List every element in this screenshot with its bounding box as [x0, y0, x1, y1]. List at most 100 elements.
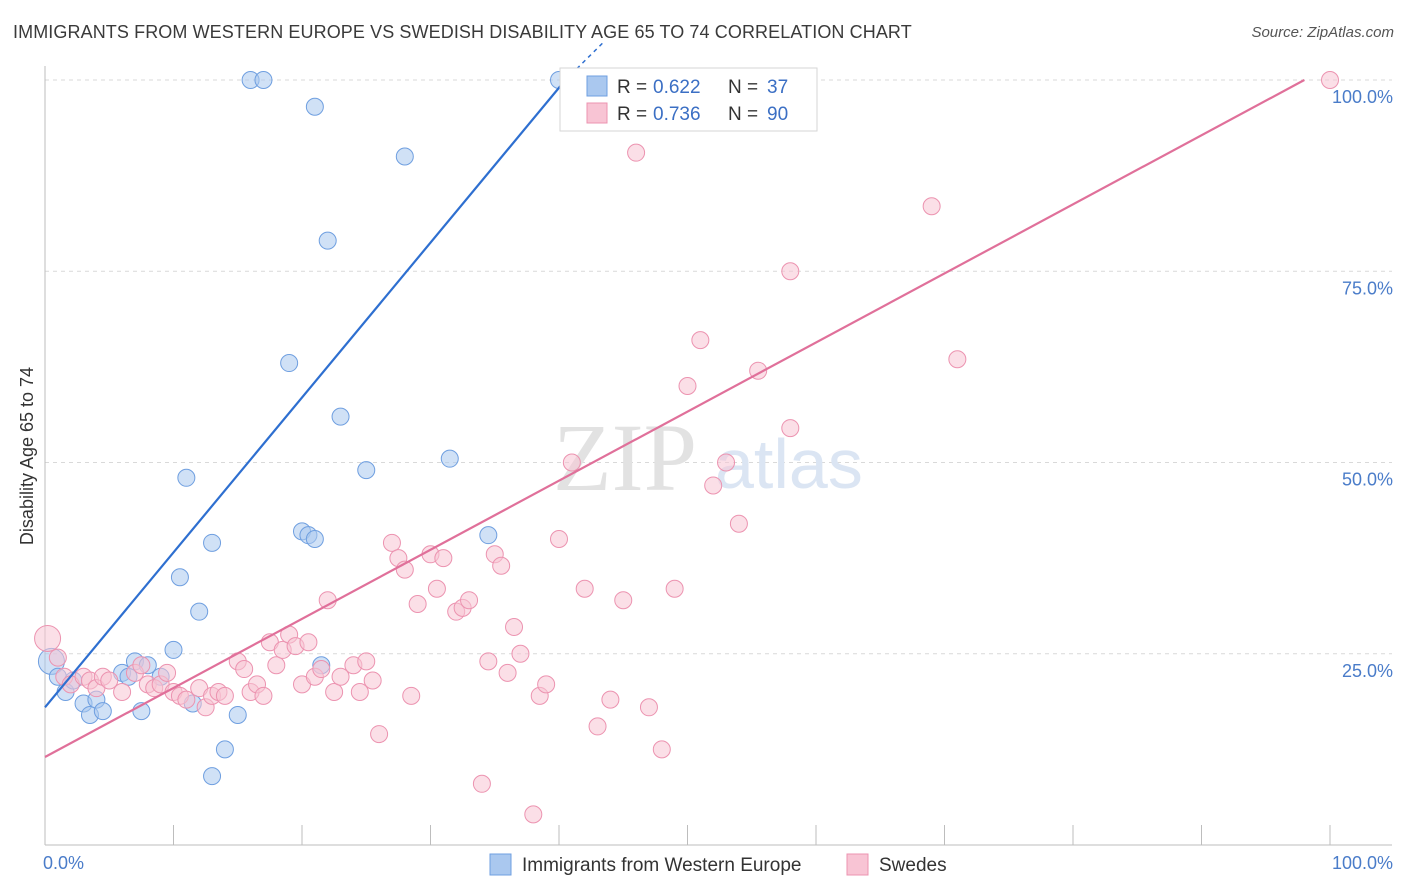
y-tick-label: 25.0%: [1342, 661, 1393, 681]
point-swedes: [350, 683, 369, 701]
x-tick-label: 0.0%: [43, 853, 84, 873]
point-swedes: [691, 331, 710, 350]
point-western-europe: [440, 449, 459, 468]
point-swedes: [472, 774, 491, 793]
point-western-europe: [479, 526, 498, 545]
axes: [44, 66, 1392, 846]
y-tick-label: 50.0%: [1342, 470, 1393, 490]
trend-line-western-europe: [44, 79, 567, 709]
point-swedes: [492, 556, 511, 575]
bottom-legend: Immigrants from Western Europe Swedes: [489, 853, 947, 876]
point-swedes: [267, 656, 286, 675]
point-swedes: [922, 197, 941, 216]
point-western-europe: [395, 147, 414, 166]
point-swedes: [1321, 71, 1339, 89]
point-swedes: [479, 652, 498, 671]
point-western-europe: [93, 702, 112, 721]
point-western-europe: [280, 354, 299, 373]
legend-r-value-blue: 0.622: [653, 77, 701, 98]
chart-source: Source: ZipAtlas.com: [1251, 24, 1394, 41]
point-swedes: [34, 624, 62, 652]
data-points: [34, 71, 1339, 824]
y-tick-label: 100.0%: [1332, 87, 1393, 107]
point-swedes: [408, 595, 427, 614]
point-western-europe: [228, 705, 247, 724]
point-swedes: [601, 690, 620, 709]
watermark: ZIP atlas: [553, 404, 863, 511]
trend-line-swedes: [44, 79, 1305, 758]
legend-n-label-blue: N =: [728, 77, 758, 98]
point-swedes: [357, 652, 376, 671]
tick-labels: 25.0% 50.0% 75.0% 100.0% 0.0% 100.0%: [43, 87, 1393, 873]
point-swedes: [511, 644, 530, 663]
point-swedes: [614, 591, 633, 610]
point-swedes: [588, 717, 607, 736]
point-swedes: [781, 419, 800, 438]
point-western-europe: [203, 767, 222, 786]
bottom-legend-label-pink: Swedes: [879, 855, 947, 876]
point-swedes: [524, 805, 543, 824]
point-western-europe: [215, 740, 234, 759]
point-swedes: [215, 686, 234, 705]
point-western-europe: [305, 97, 324, 116]
point-western-europe: [190, 602, 209, 621]
point-swedes: [331, 667, 350, 686]
legend-n-label-pink: N =: [728, 104, 758, 125]
point-western-europe: [318, 231, 337, 250]
point-swedes: [704, 476, 723, 495]
point-swedes: [498, 663, 517, 682]
point-western-europe: [164, 640, 183, 659]
grid-lines: [45, 79, 1392, 655]
point-swedes: [627, 143, 646, 162]
point-swedes: [299, 633, 318, 652]
point-swedes: [665, 579, 684, 598]
point-swedes: [781, 262, 800, 281]
point-western-europe: [203, 533, 222, 552]
point-swedes: [48, 648, 67, 667]
bottom-legend-swatch-blue: [489, 853, 512, 876]
point-swedes: [113, 683, 132, 701]
legend-n-value-blue: 37: [767, 77, 788, 98]
legend-n-value-pink: 90: [767, 104, 788, 125]
point-western-europe: [177, 468, 196, 487]
top-legend: R = 0.622 N = 37 R = 0.736 N = 90: [559, 67, 818, 132]
legend-r-value-pink: 0.736: [653, 104, 701, 125]
point-swedes: [562, 453, 581, 472]
point-swedes: [537, 675, 556, 694]
y-tick-label: 75.0%: [1342, 278, 1393, 298]
point-swedes: [550, 530, 568, 548]
legend-swatch-blue: [586, 75, 608, 97]
legend-r-label-blue: R =: [617, 77, 647, 98]
point-swedes: [235, 660, 254, 679]
point-swedes: [363, 671, 382, 690]
point-swedes: [575, 579, 594, 598]
watermark-atlas: atlas: [715, 425, 863, 503]
trend-lines: [44, 41, 1305, 758]
y-axis-title: Disability Age 65 to 74: [17, 367, 37, 545]
point-swedes: [639, 698, 658, 717]
point-swedes: [132, 656, 151, 675]
point-western-europe: [305, 530, 324, 548]
point-swedes: [729, 514, 748, 533]
point-swedes: [717, 453, 736, 472]
point-swedes: [427, 579, 446, 598]
point-swedes: [254, 686, 273, 705]
bottom-legend-label-blue: Immigrants from Western Europe: [522, 855, 801, 876]
point-swedes: [434, 549, 453, 568]
point-swedes: [370, 725, 389, 744]
point-western-europe: [170, 568, 189, 587]
legend-r-label-pink: R =: [617, 104, 647, 125]
point-swedes: [948, 350, 967, 369]
point-swedes: [177, 690, 196, 709]
point-swedes: [505, 617, 524, 636]
point-swedes: [402, 686, 421, 705]
point-swedes: [652, 740, 671, 759]
point-swedes: [382, 533, 401, 552]
point-swedes: [460, 591, 479, 610]
legend-swatch-pink: [586, 102, 608, 124]
x-tick-label: 100.0%: [1332, 853, 1393, 873]
point-swedes: [325, 683, 344, 701]
point-western-europe: [331, 407, 350, 426]
bottom-legend-swatch-pink: [846, 853, 869, 876]
